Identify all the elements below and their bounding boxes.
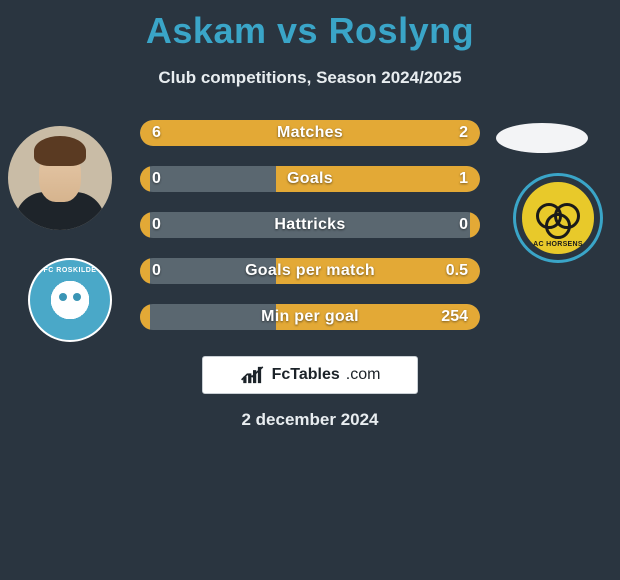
player-right-name: Roslyng (329, 10, 475, 51)
club-left-badge: FC ROSKILDE (28, 258, 112, 342)
player-left-name: Askam (146, 10, 267, 51)
brand-name: FcTables (272, 366, 340, 384)
page-title: Askam vs Roslyng (0, 0, 620, 52)
brand-box: FcTables .com (202, 356, 418, 394)
stat-row: 254Min per goal (140, 304, 480, 330)
club-right-text: AC HORSENS (522, 241, 594, 248)
vs-separator: vs (277, 10, 318, 51)
player-left-photo (8, 126, 112, 230)
stats-column: 62Matches 01Goals 00Hattricks 00.5Goals per… (140, 120, 480, 350)
stat-row: 00.5Goals per match (140, 258, 480, 284)
stat-label: Hattricks (140, 212, 480, 238)
date-line: 2 december 2024 (0, 410, 620, 430)
club-right-badge: AC HORSENS (516, 176, 600, 260)
club-left-icon (52, 285, 88, 315)
stat-label: Goals per match (140, 258, 480, 284)
stat-label: Goals (140, 166, 480, 192)
brand-domain: .com (346, 366, 381, 384)
stat-row: 00Hattricks (140, 212, 480, 238)
club-left-text: FC ROSKILDE (30, 267, 110, 274)
subtitle: Club competitions, Season 2024/2025 (0, 68, 620, 88)
stat-row: 01Goals (140, 166, 480, 192)
stat-label: Matches (140, 120, 480, 146)
stat-row: 62Matches (140, 120, 480, 146)
brand-chart-icon (240, 365, 266, 385)
club-right-icon (536, 203, 580, 233)
player-right-photo (496, 123, 588, 153)
stat-label: Min per goal (140, 304, 480, 330)
